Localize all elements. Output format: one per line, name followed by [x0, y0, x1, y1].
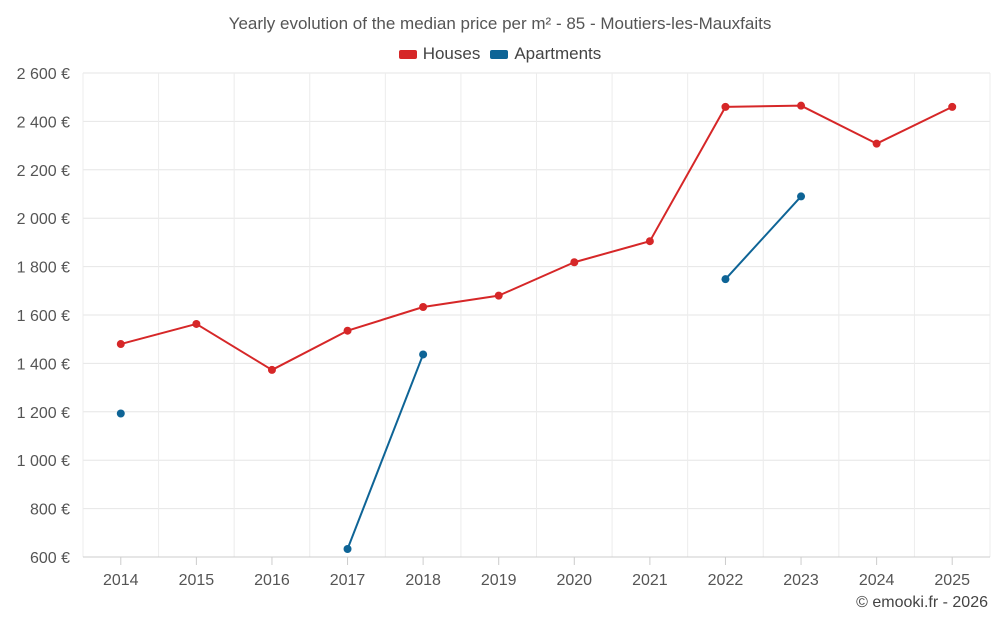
x-tick-label: 2019 — [481, 572, 517, 589]
legend-swatch-houses — [398, 49, 417, 59]
x-tick-label: 2024 — [859, 572, 895, 589]
data-point-houses — [419, 303, 428, 312]
x-tick-label: 2025 — [934, 572, 970, 589]
legend-item-houses[interactable]: Houses — [398, 44, 481, 64]
x-tick-label: 2021 — [632, 572, 668, 589]
legend-item-apartments[interactable]: Apartments — [490, 44, 601, 64]
legend-swatch-apartments — [490, 49, 509, 59]
x-tick-label: 2023 — [783, 572, 819, 589]
y-tick-label: 1 600 € — [17, 308, 70, 325]
y-tick-label: 1 400 € — [17, 356, 70, 373]
y-tick-label: 1 000 € — [17, 453, 70, 470]
series-line-houses — [120, 104, 953, 371]
data-point-houses — [267, 365, 276, 374]
legend: Houses Apartments — [0, 44, 1000, 64]
series-line-apartments — [346, 354, 425, 550]
x-tick-label: 2014 — [103, 572, 139, 589]
x-tick-label: 2015 — [179, 572, 215, 589]
data-point-apartments — [116, 409, 125, 418]
data-point-houses — [645, 237, 654, 246]
legend-label-houses: Houses — [422, 44, 481, 63]
copyright-footer: © emooki.fr - 2026 — [856, 594, 988, 611]
data-point-apartments — [419, 350, 428, 359]
series-line-apartments — [724, 195, 802, 280]
y-tick-label: 1 200 € — [17, 405, 70, 422]
data-point-houses — [948, 102, 957, 111]
data-point-houses — [721, 102, 730, 111]
y-tick-label: 2 400 € — [17, 114, 70, 131]
y-tick-label: 2 000 € — [17, 211, 70, 228]
x-tick-label: 2016 — [254, 572, 290, 589]
data-point-apartments — [343, 545, 352, 554]
data-point-apartments — [721, 275, 730, 284]
legend-label-apartments: Apartments — [514, 44, 602, 63]
data-point-houses — [872, 139, 881, 148]
y-tick-label: 2 200 € — [17, 163, 70, 180]
x-tick-label: 2022 — [708, 572, 744, 589]
y-tick-label: 2 600 € — [17, 66, 70, 83]
x-tick-label: 2020 — [556, 572, 592, 589]
data-point-houses — [343, 326, 352, 335]
x-tick-label: 2018 — [405, 572, 441, 589]
data-point-apartments — [797, 192, 806, 201]
x-tick-label: 2017 — [330, 572, 366, 589]
y-tick-label: 600 € — [30, 550, 70, 567]
data-point-houses — [494, 291, 503, 300]
data-point-houses — [192, 319, 201, 328]
data-point-houses — [570, 258, 579, 267]
data-point-houses — [797, 101, 806, 110]
y-tick-label: 800 € — [30, 502, 70, 519]
chart-title: Yearly evolution of the median price per… — [228, 14, 772, 33]
data-point-houses — [116, 340, 125, 349]
y-tick-label: 1 800 € — [17, 260, 70, 277]
